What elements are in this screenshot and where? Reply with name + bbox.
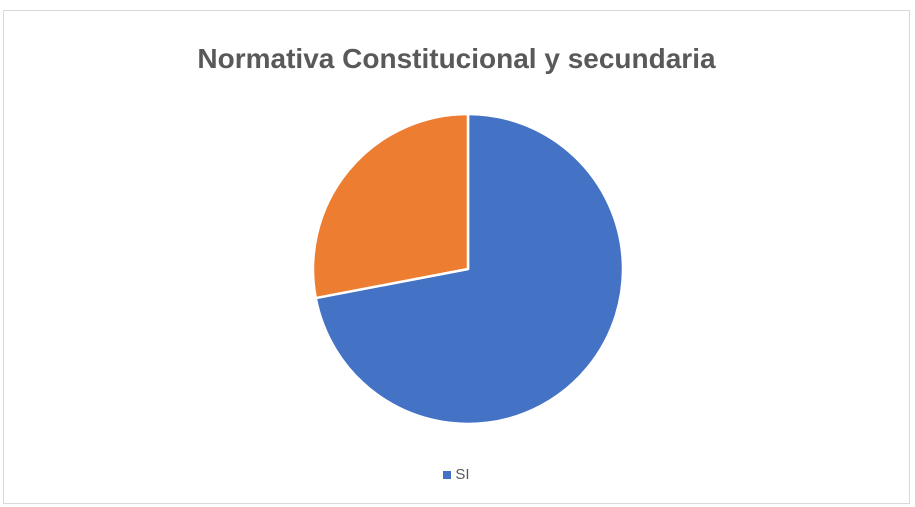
chart-frame: Normativa Constitucional y secundaria SI	[3, 10, 910, 504]
legend-label-si: SI	[455, 466, 470, 483]
pie-slice-si	[314, 112, 625, 426]
legend-swatch-si	[443, 470, 452, 479]
chart-title: Normativa Constitucional y secundaria	[197, 43, 716, 74]
chart-legend: SI	[4, 466, 909, 483]
legend-item-si: SI	[443, 466, 470, 483]
pie-chart	[311, 112, 625, 426]
pie-slice-unlabeled-1	[311, 112, 470, 300]
